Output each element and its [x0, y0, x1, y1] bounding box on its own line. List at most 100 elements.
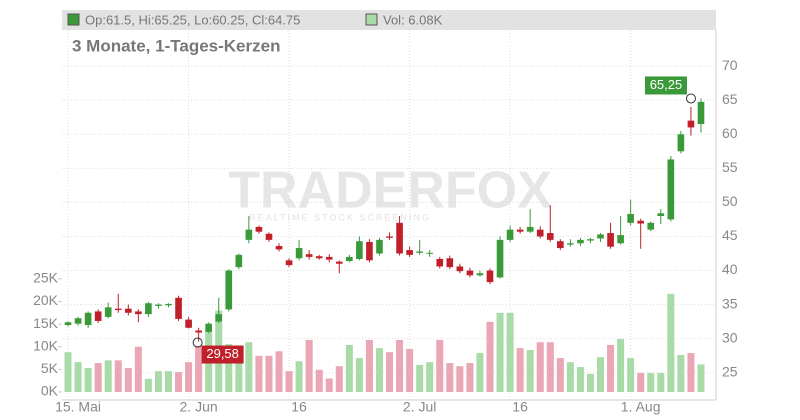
candle-body [145, 303, 152, 315]
candle-body [496, 239, 504, 278]
volume-bar [627, 358, 635, 392]
y-tick-label: 70 [722, 57, 738, 73]
volume-bar [556, 358, 564, 392]
volume-bar [164, 371, 173, 392]
candle-body [687, 120, 695, 128]
volume-bar [365, 339, 373, 392]
candle-body [567, 243, 574, 245]
volume-bar [647, 372, 655, 392]
y-tick-label: 30 [722, 329, 738, 345]
candle-body [546, 233, 554, 240]
volume-bar [396, 339, 404, 392]
candle-body [607, 233, 614, 247]
volume-bar [496, 312, 504, 392]
volume-bar [416, 364, 424, 392]
volume-bar [255, 355, 263, 392]
volume-bar [456, 366, 464, 392]
volume-bar [305, 339, 313, 392]
volume-bar [677, 354, 685, 392]
volume-bar [617, 339, 625, 392]
volume-bar [406, 349, 414, 392]
candle-body [94, 311, 102, 321]
y-tick-label: 65 [722, 91, 738, 107]
candle-body [577, 239, 584, 244]
candle-body [114, 308, 122, 311]
candle-body [597, 234, 604, 239]
candle-body [265, 233, 273, 240]
volume-bar [94, 363, 102, 392]
candle-body [84, 312, 92, 326]
candle-body [436, 258, 444, 267]
candle-body [426, 252, 434, 254]
y-tick-label: 35 [722, 295, 738, 311]
candle-body [526, 226, 534, 232]
watermark-tagline: REALTIME STOCK SCREENING [249, 212, 431, 222]
volume-bar [386, 352, 394, 392]
y-tick-label: 25 [722, 363, 738, 379]
x-tick-label: 1. Aug [621, 399, 661, 415]
volume-bar [667, 293, 675, 392]
legend-swatch [365, 13, 378, 26]
y-tick-label: 60 [722, 125, 738, 141]
x-tick-label: 15. Mai [55, 399, 101, 415]
candle-body [516, 229, 524, 232]
annotation-box [644, 76, 687, 95]
volume-bar [657, 372, 665, 392]
candle-body [235, 254, 243, 268]
volume-bar [134, 346, 142, 392]
x-tick-label: 2. Jul [403, 399, 436, 415]
candle-body [275, 246, 283, 250]
volume-bar [576, 367, 584, 392]
volume-bar [84, 368, 92, 392]
volume-bar [114, 360, 122, 392]
volume-bar [637, 372, 645, 392]
y2-tick-label: 5K [41, 360, 59, 376]
y2-tick-label: 20K [33, 292, 59, 308]
annotation-box [201, 345, 244, 364]
volume-bar [536, 342, 544, 392]
volume-bar [546, 342, 554, 392]
x-tick-label: 16 [291, 399, 307, 415]
candle-body [195, 330, 202, 333]
candle-body [376, 239, 383, 254]
y2-tick-label: 0K [41, 383, 59, 399]
volume-bar [315, 369, 323, 392]
volume-bar [526, 349, 534, 392]
candle-body [124, 308, 132, 313]
volume-bar [375, 348, 383, 392]
x-tick-label: 16 [512, 399, 528, 415]
candle-body [617, 235, 624, 244]
header-volume: Vol: 6.08K [383, 12, 443, 27]
y2-tick-label: 25K [33, 270, 59, 286]
candle-body [486, 270, 494, 283]
candle-body [205, 323, 212, 332]
volume-bar [355, 358, 363, 392]
candle-body [396, 222, 403, 254]
volume-bar [144, 378, 152, 392]
volume-bar [607, 344, 615, 392]
candle-body [215, 314, 223, 322]
volume-bar [586, 373, 594, 392]
volume-bar [195, 345, 203, 392]
volume-bar [476, 353, 484, 392]
candle-body [74, 318, 82, 324]
candle-body [557, 241, 564, 249]
low-marker [192, 337, 203, 348]
annotation-label: 29,58 [206, 346, 239, 361]
volume-bar [486, 321, 494, 392]
volume-bar [225, 344, 233, 392]
candle-body [245, 229, 253, 240]
candle-body [64, 322, 72, 326]
volume-bar [516, 348, 524, 392]
candle-body [647, 222, 655, 230]
candle-body [476, 273, 484, 276]
candle-body [406, 250, 413, 255]
volume-bar [185, 362, 193, 392]
volume-bar [245, 342, 253, 392]
volume-bar [275, 351, 283, 392]
y-tick-label: 40 [722, 261, 738, 277]
volume-bar [175, 372, 183, 392]
candle-body [135, 311, 142, 315]
volume-bar [566, 362, 574, 392]
candle-body [697, 101, 705, 125]
